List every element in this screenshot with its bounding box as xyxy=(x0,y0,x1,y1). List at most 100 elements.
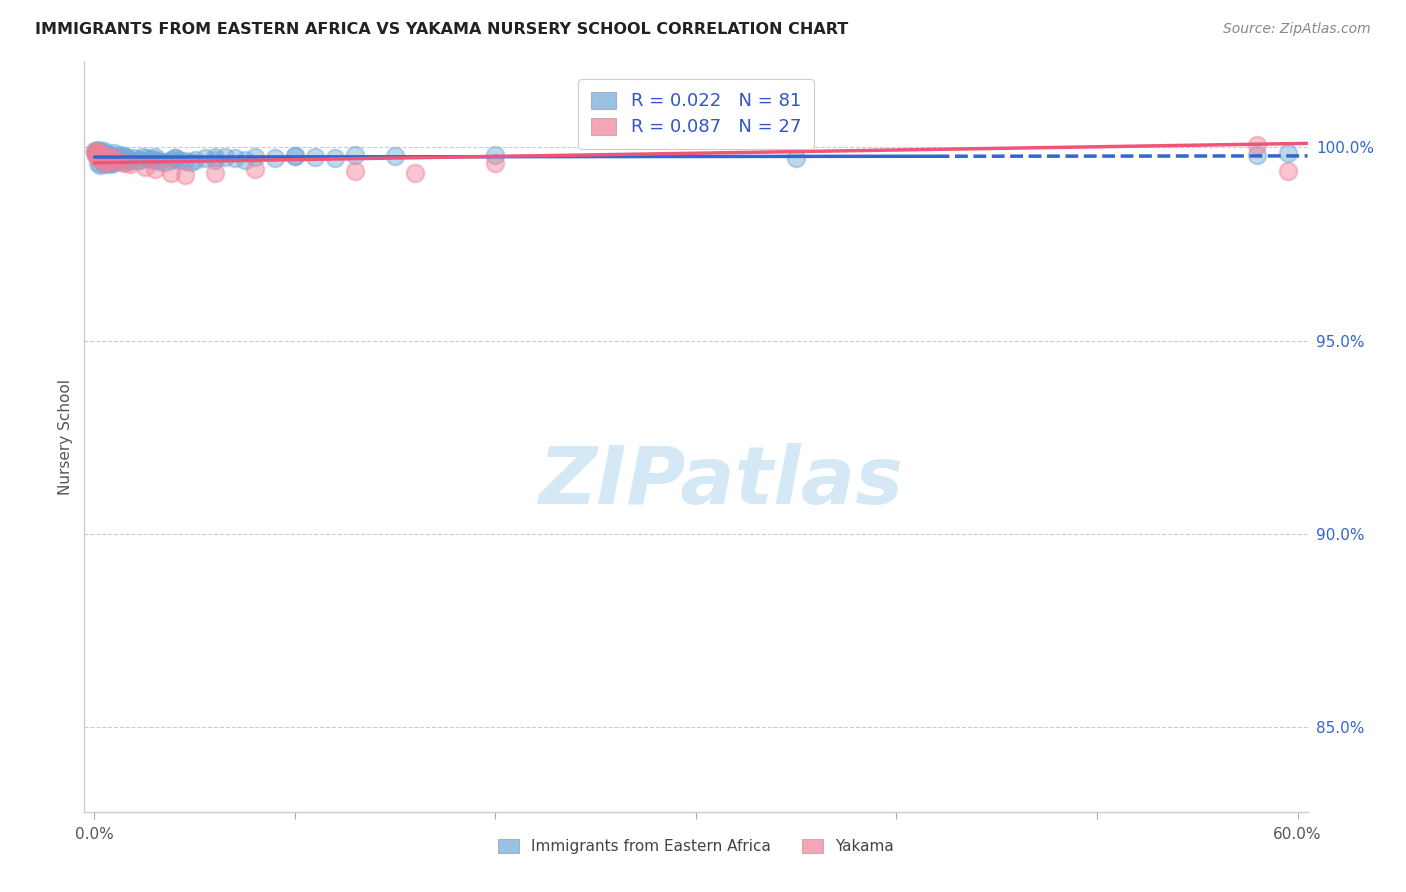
Point xyxy=(87,144,110,158)
Point xyxy=(100,156,122,170)
Point xyxy=(103,151,125,165)
Point xyxy=(384,149,406,163)
Point xyxy=(86,146,108,161)
Point xyxy=(91,150,114,164)
Point xyxy=(84,145,107,159)
Point xyxy=(204,150,226,164)
Point xyxy=(101,149,124,163)
Point xyxy=(204,153,226,167)
Point xyxy=(120,153,142,168)
Point xyxy=(344,148,367,162)
Point xyxy=(111,151,134,165)
Point xyxy=(183,153,205,167)
Point xyxy=(143,153,166,167)
Point xyxy=(89,145,111,159)
Point xyxy=(1246,148,1268,162)
Point xyxy=(93,149,115,163)
Point xyxy=(86,148,108,162)
Point xyxy=(93,153,115,168)
Point xyxy=(101,153,124,167)
Point xyxy=(173,153,195,168)
Point xyxy=(153,155,176,169)
Point xyxy=(120,156,142,170)
Point xyxy=(143,150,166,164)
Point xyxy=(91,149,114,163)
Point xyxy=(120,153,142,167)
Point xyxy=(284,149,307,163)
Point xyxy=(86,145,108,159)
Point xyxy=(204,165,226,179)
Point xyxy=(89,146,111,161)
Point xyxy=(323,151,346,165)
Point xyxy=(263,151,285,165)
Point xyxy=(87,150,110,164)
Legend: Immigrants from Eastern Africa, Yakama: Immigrants from Eastern Africa, Yakama xyxy=(492,832,900,860)
Y-axis label: Nursery School: Nursery School xyxy=(58,379,73,495)
Point xyxy=(115,150,138,164)
Point xyxy=(100,153,122,167)
Point xyxy=(180,155,202,169)
Point xyxy=(107,153,129,168)
Point xyxy=(93,153,115,168)
Point xyxy=(148,153,170,168)
Point xyxy=(105,153,128,167)
Point xyxy=(96,156,118,170)
Point xyxy=(89,149,111,163)
Point xyxy=(785,151,807,165)
Point xyxy=(214,150,236,164)
Point xyxy=(344,163,367,178)
Point xyxy=(167,153,190,167)
Point xyxy=(89,152,111,166)
Point xyxy=(233,153,256,167)
Point xyxy=(97,149,120,163)
Point xyxy=(101,153,124,168)
Point xyxy=(139,152,162,166)
Point xyxy=(89,158,111,172)
Point xyxy=(103,151,125,165)
Point xyxy=(97,155,120,169)
Point xyxy=(86,146,108,161)
Point xyxy=(86,148,108,162)
Point xyxy=(91,153,114,168)
Point xyxy=(131,150,153,164)
Point xyxy=(93,145,115,159)
Point xyxy=(84,145,107,159)
Point xyxy=(243,150,266,164)
Point xyxy=(128,153,150,167)
Point xyxy=(224,151,246,165)
Point xyxy=(87,147,110,161)
Text: 0.0%: 0.0% xyxy=(75,827,114,842)
Point xyxy=(173,168,195,182)
Point xyxy=(484,156,506,170)
Point xyxy=(103,146,125,161)
Point xyxy=(163,151,186,165)
Text: ZIPatlas: ZIPatlas xyxy=(538,443,903,521)
Text: IMMIGRANTS FROM EASTERN AFRICA VS YAKAMA NURSERY SCHOOL CORRELATION CHART: IMMIGRANTS FROM EASTERN AFRICA VS YAKAMA… xyxy=(35,22,848,37)
Point xyxy=(107,150,129,164)
Point xyxy=(114,155,136,169)
Point xyxy=(114,149,136,163)
Point xyxy=(87,150,110,164)
Point xyxy=(134,160,156,174)
Point xyxy=(96,146,118,161)
Point xyxy=(91,148,114,162)
Point xyxy=(107,153,129,167)
Point xyxy=(87,145,110,159)
Point xyxy=(100,156,122,170)
Point xyxy=(110,148,132,162)
Point xyxy=(484,148,506,162)
Point xyxy=(284,149,307,163)
Point xyxy=(1277,163,1299,178)
Point xyxy=(194,151,217,165)
Point xyxy=(128,153,150,167)
Point xyxy=(89,152,111,166)
Point xyxy=(97,153,120,167)
Point xyxy=(114,156,136,170)
Point xyxy=(93,156,115,170)
Point xyxy=(163,151,186,165)
Point xyxy=(124,151,146,165)
Point xyxy=(1246,138,1268,153)
Point xyxy=(243,161,266,176)
Point xyxy=(103,156,125,170)
Point xyxy=(404,165,426,179)
